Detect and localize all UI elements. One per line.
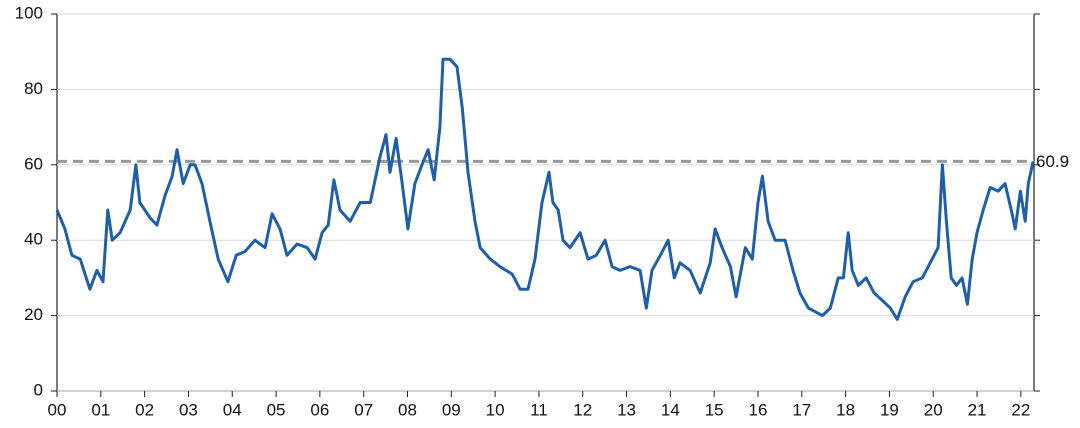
y-tick-label: 20 — [24, 305, 43, 324]
y-tick-label: 60 — [24, 154, 43, 173]
x-tick-label: 17 — [792, 400, 811, 419]
x-tick-label: 15 — [705, 400, 724, 419]
x-tick-label: 22 — [1011, 400, 1030, 419]
x-tick-label: 07 — [354, 400, 373, 419]
x-tick-label: 06 — [310, 400, 329, 419]
x-tick-label: 19 — [880, 400, 899, 419]
x-tick-label: 02 — [135, 400, 154, 419]
y-tick-label: 0 — [34, 380, 43, 399]
x-tick-label: 08 — [398, 400, 417, 419]
y-tick-label: 80 — [24, 79, 43, 98]
y-tick-label: 100 — [15, 3, 43, 22]
x-tick-label: 00 — [48, 400, 67, 419]
reference-label: 60.9 — [1036, 152, 1069, 171]
x-tick-label: 10 — [486, 400, 505, 419]
y-tick-label: 40 — [24, 230, 43, 249]
x-tick-label: 13 — [617, 400, 636, 419]
x-tick-label: 20 — [924, 400, 943, 419]
x-tick-label: 16 — [749, 400, 768, 419]
x-tick-label: 04 — [223, 400, 242, 419]
x-tick-label: 01 — [91, 400, 110, 419]
x-tick-label: 14 — [661, 400, 680, 419]
x-tick-label: 21 — [968, 400, 987, 419]
series-line — [55, 57, 1035, 321]
x-tick-label: 05 — [267, 400, 286, 419]
x-tick-label: 12 — [573, 400, 592, 419]
x-tick-label: 11 — [530, 400, 548, 419]
x-tick-label: 03 — [179, 400, 198, 419]
x-tick-label: 18 — [836, 400, 855, 419]
x-tick-label: 09 — [442, 400, 461, 419]
